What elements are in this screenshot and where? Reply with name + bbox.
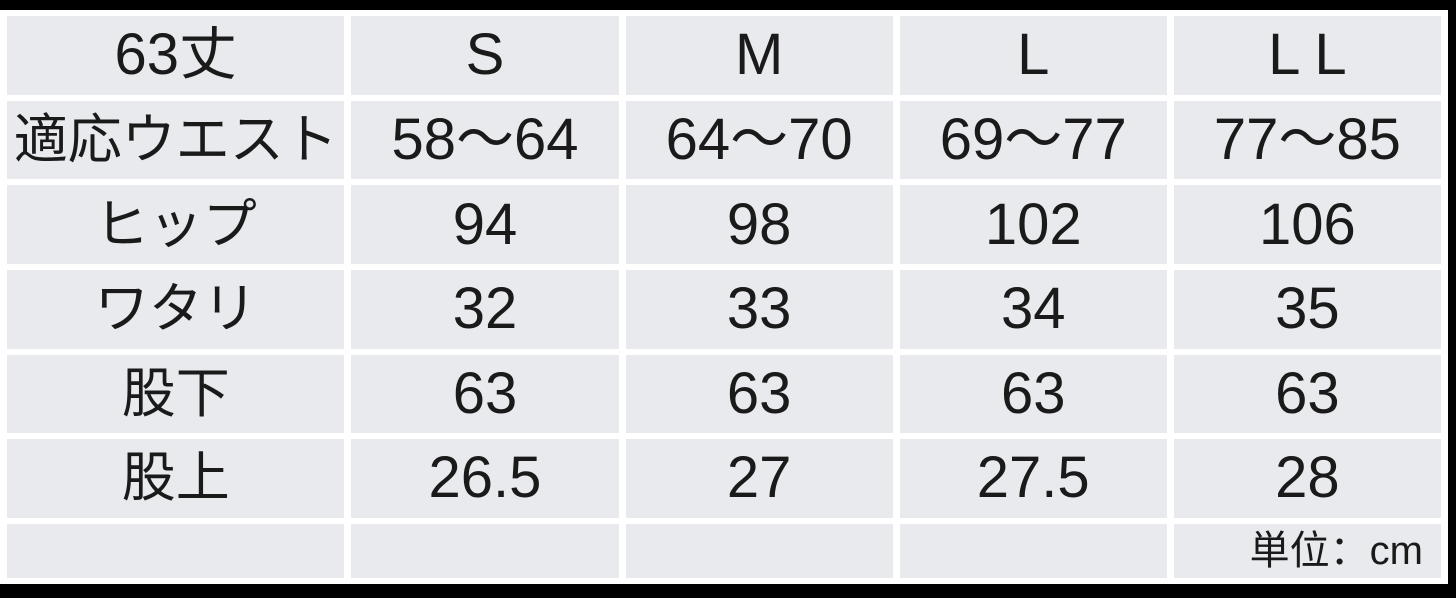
value-rise-s: 26.5 xyxy=(351,439,619,518)
empty-cell xyxy=(625,523,893,578)
value-inseam-l: 63 xyxy=(899,354,1167,434)
value-waist-l: 69～77 xyxy=(899,100,1167,180)
value-hip-l: 102 xyxy=(899,185,1167,264)
header-row: 63丈 S M L L L xyxy=(7,16,1441,95)
value-waist-m: 64～70 xyxy=(625,100,893,180)
length-header: 63丈 xyxy=(7,16,345,95)
row-label-inseam: 股下 xyxy=(7,354,345,434)
empty-cell xyxy=(351,523,619,578)
value-thigh-ll: 35 xyxy=(1173,269,1441,349)
table-row-waist: 適応ウエスト 58～64 64～70 69～77 77～85 xyxy=(7,100,1441,180)
value-inseam-ll: 63 xyxy=(1173,354,1441,434)
value-waist-s: 58～64 xyxy=(351,100,619,180)
size-chart-table: 63丈 S M L L L 適応ウエスト 58～64 64～70 69～77 7… xyxy=(0,10,1448,584)
table-row-rise: 股上 26.5 27 27.5 28 xyxy=(7,439,1441,518)
value-hip-ll: 106 xyxy=(1173,185,1441,264)
table-row-hip: ヒップ 94 98 102 106 xyxy=(7,185,1441,264)
row-label-hip: ヒップ xyxy=(7,185,345,264)
unit-row: 単位：cm xyxy=(7,523,1441,578)
size-header-s: S xyxy=(351,16,619,95)
size-header-l: L xyxy=(899,16,1167,95)
row-label-rise: 股上 xyxy=(7,439,345,518)
row-label-waist: 適応ウエスト xyxy=(7,100,345,180)
value-rise-m: 27 xyxy=(625,439,893,518)
empty-cell xyxy=(7,523,345,578)
size-header-m: M xyxy=(625,16,893,95)
size-header-ll: L L xyxy=(1173,16,1441,95)
value-hip-s: 94 xyxy=(351,185,619,264)
value-thigh-m: 33 xyxy=(625,269,893,349)
value-waist-ll: 77～85 xyxy=(1173,100,1441,180)
value-inseam-s: 63 xyxy=(351,354,619,434)
table-row-inseam: 股下 63 63 63 63 xyxy=(7,354,1441,434)
value-rise-ll: 28 xyxy=(1173,439,1441,518)
unit-note: 単位：cm xyxy=(1173,523,1441,578)
value-thigh-l: 34 xyxy=(899,269,1167,349)
row-label-thigh: ワタリ xyxy=(7,269,345,349)
value-hip-m: 98 xyxy=(625,185,893,264)
value-rise-l: 27.5 xyxy=(899,439,1167,518)
empty-cell xyxy=(899,523,1167,578)
value-inseam-m: 63 xyxy=(625,354,893,434)
table-row-thigh: ワタリ 32 33 34 35 xyxy=(7,269,1441,349)
value-thigh-s: 32 xyxy=(351,269,619,349)
